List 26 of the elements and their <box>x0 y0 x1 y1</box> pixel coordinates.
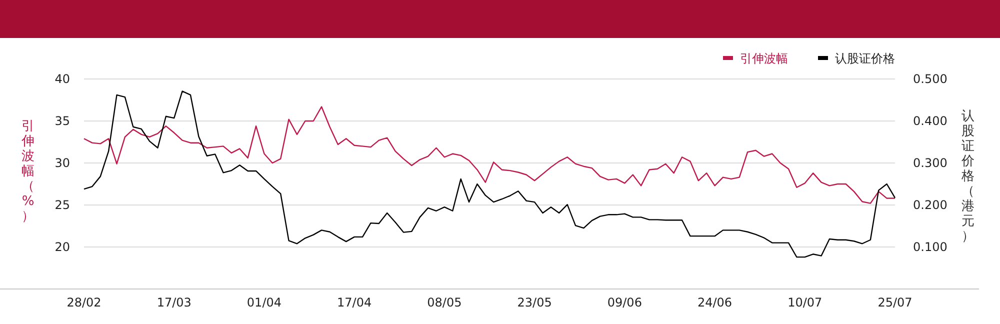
x-tick-label: 09/06 <box>607 296 642 310</box>
y-tick-label: 20 <box>54 240 70 254</box>
y-tick-label: 40 <box>54 72 70 86</box>
y2-tick-label: 0.400 <box>913 114 948 128</box>
x-tick-label: 17/04 <box>337 296 372 310</box>
line-series <box>83 106 896 204</box>
y2-tick-label: 0.200 <box>913 198 948 212</box>
legend-label: 引伸波幅 <box>740 52 788 66</box>
x-tick-label: 10/07 <box>788 296 822 310</box>
x-tick-label: 28/02 <box>66 296 102 310</box>
x-tick-label: 23/05 <box>517 296 552 310</box>
legend-label: 认股证价格 <box>835 52 895 66</box>
y2-tick-label: 0.100 <box>913 240 948 254</box>
y-axis-title: 引伸波幅（%） <box>20 119 34 224</box>
x-tick-label: 24/06 <box>697 296 732 310</box>
y2-tick-label: 0.500 <box>913 72 948 86</box>
x-tick-label: 01/04 <box>246 296 282 310</box>
y2-tick-label: 0.300 <box>913 156 948 170</box>
text: 认股证价格（港元） <box>962 109 974 244</box>
x-tick-label: 17/03 <box>156 296 192 310</box>
y-tick-label: 25 <box>54 198 70 212</box>
y-tick-label: 35 <box>54 114 70 128</box>
x-tick-label: 08/05 <box>427 296 462 310</box>
x-tick-label: 25/07 <box>878 296 912 310</box>
y-tick-label: 30 <box>54 156 70 170</box>
line-series <box>83 90 896 258</box>
